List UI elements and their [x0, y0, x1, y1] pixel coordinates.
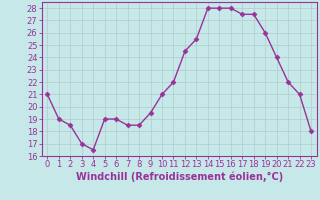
X-axis label: Windchill (Refroidissement éolien,°C): Windchill (Refroidissement éolien,°C)	[76, 172, 283, 182]
